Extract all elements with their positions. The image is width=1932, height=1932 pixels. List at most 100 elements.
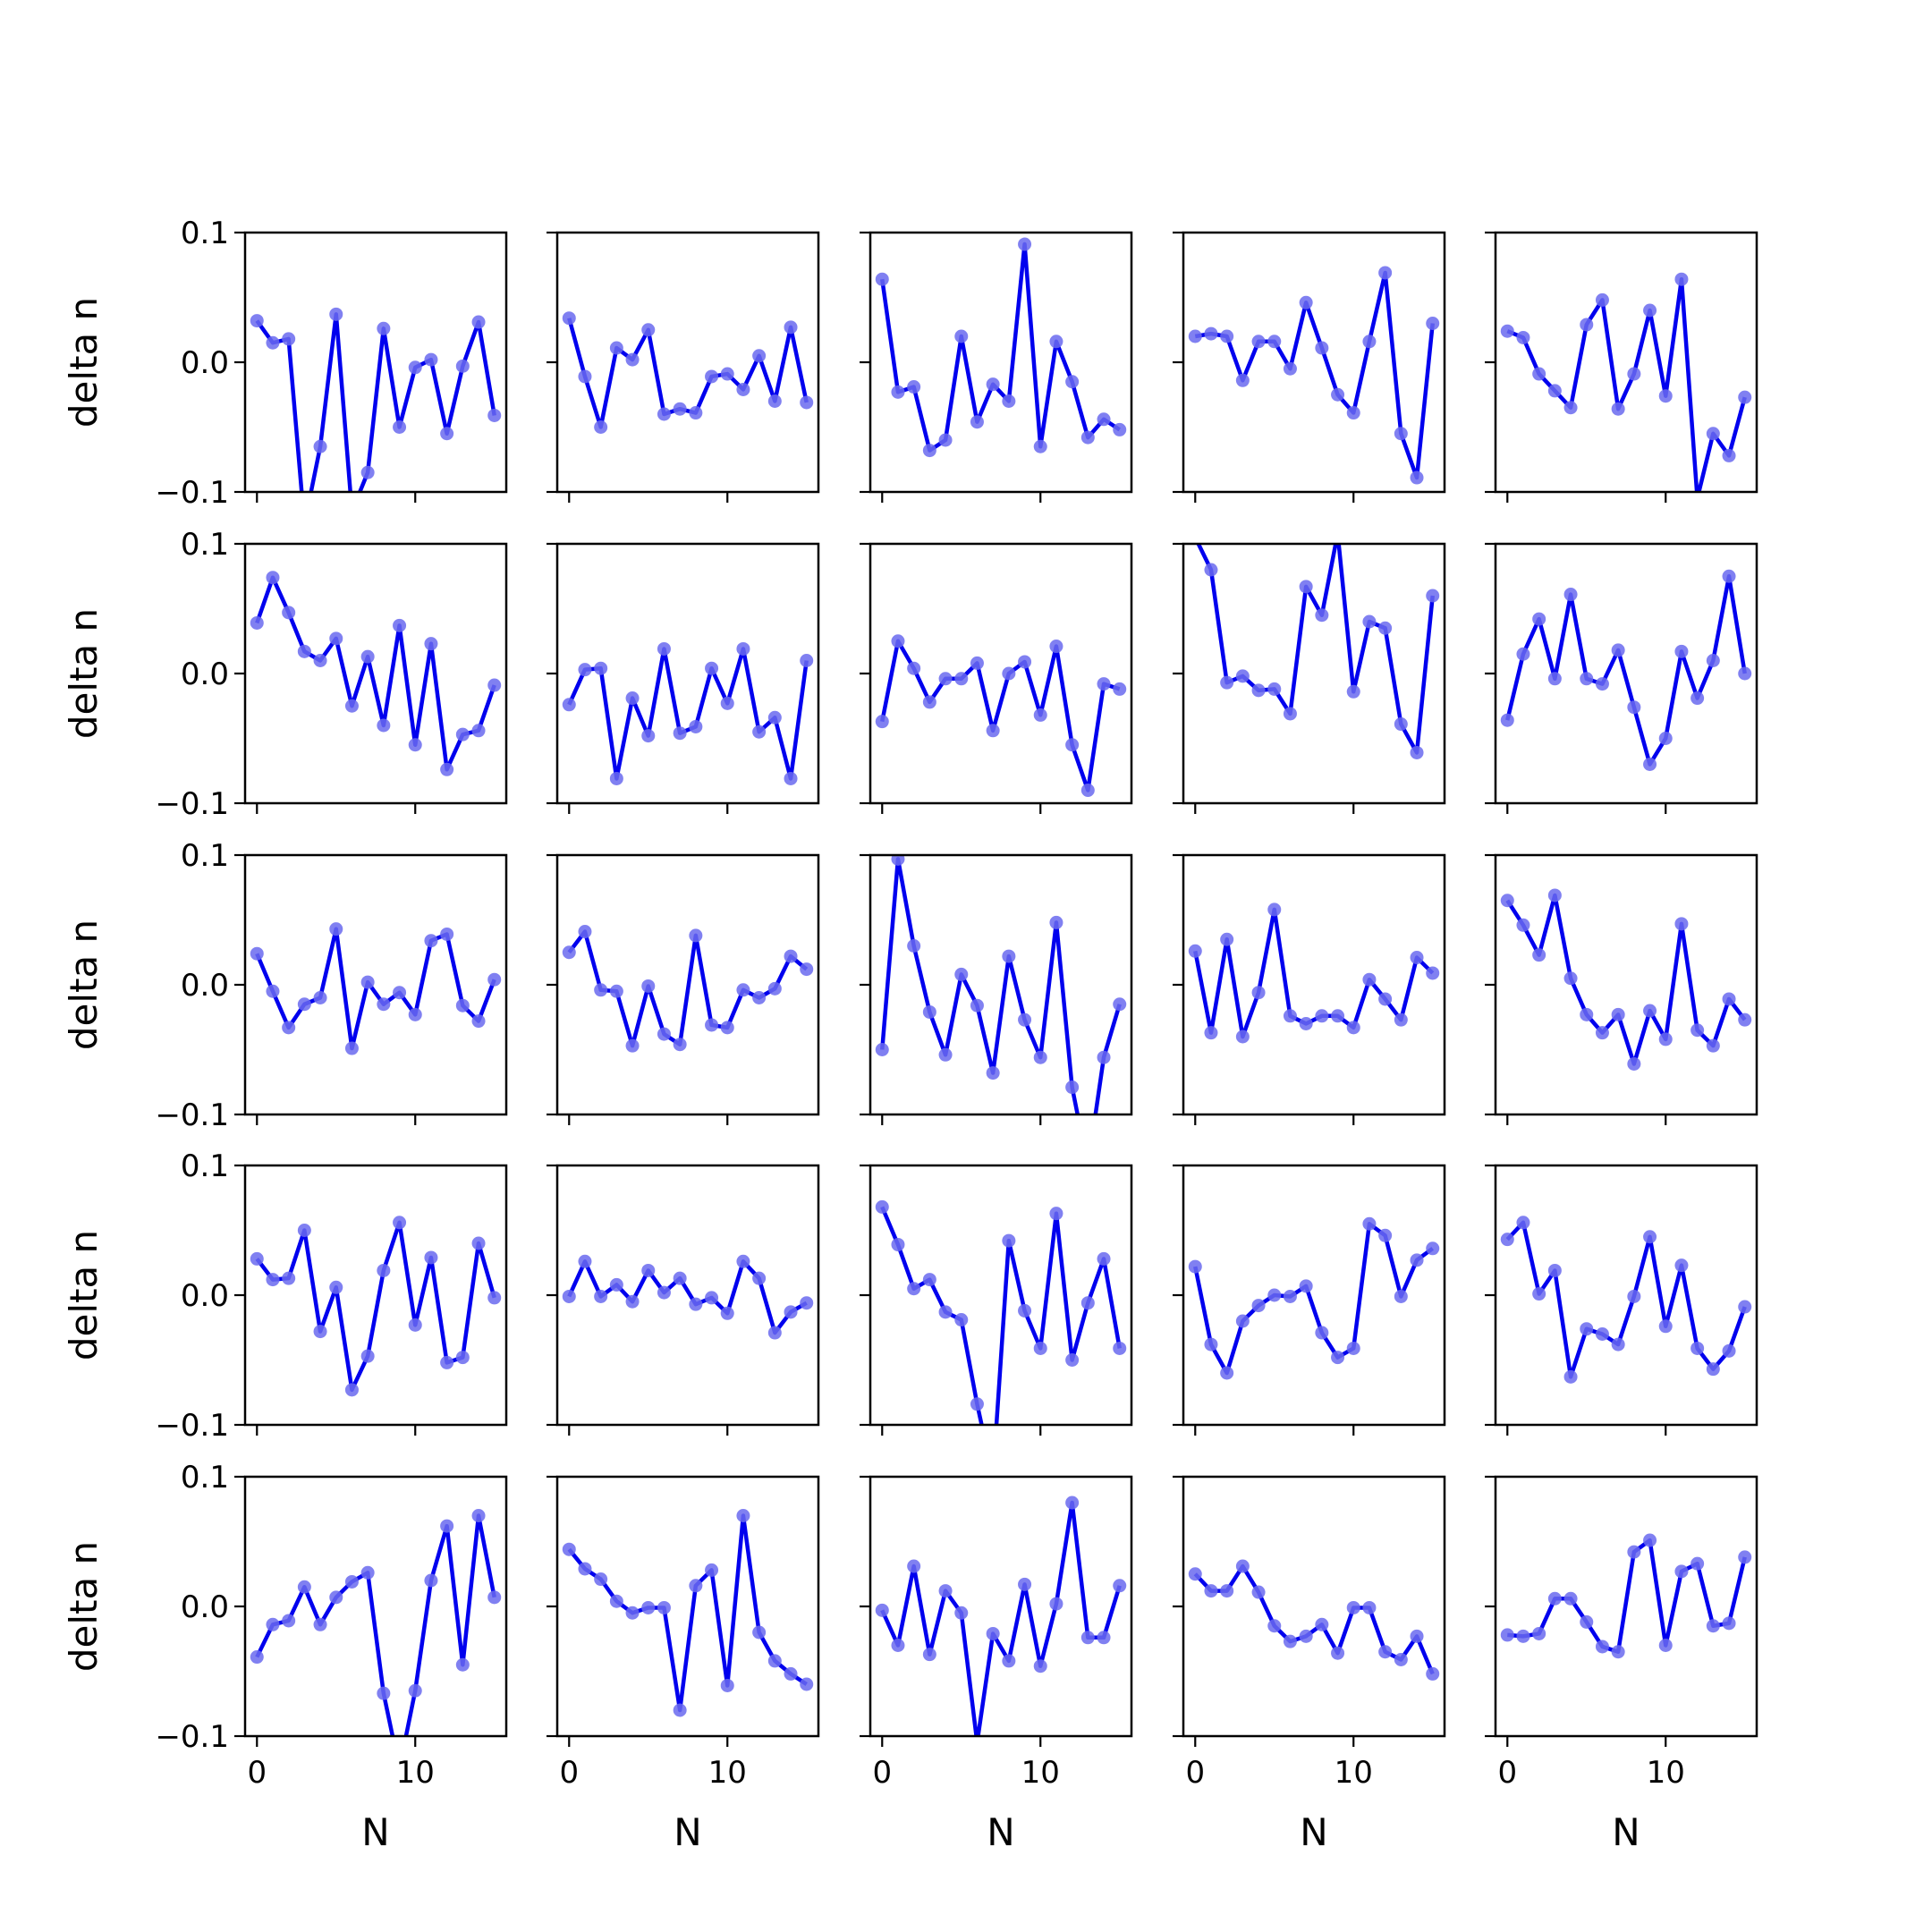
data-point [1002,1233,1016,1248]
data-point [282,1271,296,1285]
subplot-r4-c1: −0.1 0.0 0.1 delta n [62,1148,508,1444]
data-point [1627,1289,1641,1303]
data-point [784,1305,798,1319]
data-point [1097,677,1111,691]
data-point [1722,448,1736,462]
data-point [1410,745,1424,759]
data-point [705,1291,719,1305]
x-tick-label: 0 [247,1755,267,1791]
y-tick-label: 0.1 [181,1148,229,1184]
data-point [1362,614,1377,629]
data-point [1674,1564,1689,1579]
data-point [594,1572,608,1587]
x-axis-label: N [1612,1810,1640,1854]
data-point [313,1617,327,1631]
data-point [752,349,767,363]
data-point [1563,971,1578,986]
data-point [1065,738,1080,752]
subplot-r2-c2 [547,542,820,814]
data-point [1018,1013,1032,1027]
x-axis-label: N [674,1810,701,1854]
data-point [377,1686,391,1700]
plot-area [250,307,502,492]
subplot-r5-c5: 0 10N [1485,1475,1758,1854]
data-point [1362,1600,1377,1614]
data-point [1516,918,1530,932]
data-point [1563,1591,1578,1606]
data-point [673,1271,687,1285]
data-point [705,1563,719,1577]
data-point [282,1614,296,1628]
series-line [1507,1538,1747,1654]
data-point [1220,329,1234,343]
data-point [1722,1343,1736,1358]
data-point [1378,266,1393,280]
data-point [891,855,905,866]
data-point [1658,389,1673,403]
data-point [720,1021,734,1035]
data-point [625,352,640,367]
data-point [1033,1659,1047,1674]
data-point [922,695,936,709]
data-point [1580,672,1594,686]
data-point [1563,401,1578,415]
subplot-r4-c4 [1173,1164,1446,1436]
data-point [329,1590,343,1605]
subplot-r3-c5 [1485,853,1758,1125]
data-point [487,1590,502,1605]
data-point [1315,1009,1329,1023]
data-point [1611,643,1625,657]
series-line [255,312,496,492]
data-point [344,1041,359,1055]
data-point [1283,1009,1297,1023]
plot-area [1500,272,1752,492]
data-point [1235,1030,1250,1044]
data-point [1410,1629,1424,1643]
plot-area [250,922,502,1055]
subplot-r5-c3: 0 10N [860,1475,1133,1854]
x-axis-label: N [361,1810,389,1854]
data-point [1267,902,1282,917]
series-line [255,927,496,1051]
data-point [1500,713,1514,727]
series-line [880,242,1121,453]
data-point [393,618,407,632]
data-point [736,1509,750,1522]
data-point [1315,1326,1329,1340]
data-point [784,949,798,963]
plot-area [875,1199,1127,1425]
series-line [1193,1563,1435,1675]
data-point [1516,1216,1530,1230]
subplot-r3-c1: −0.1 0.0 0.1 delta n [62,838,508,1133]
data-point [875,1603,889,1617]
data-point [1033,1050,1047,1064]
series-line [880,639,1121,792]
subplot-r3-c3 [860,853,1133,1125]
y-tick-label: −0.1 [155,1408,229,1444]
data-point [1643,303,1657,318]
data-point [1251,986,1266,1000]
data-point [1580,1322,1594,1336]
data-point [1251,683,1266,698]
series-line [1506,276,1747,492]
panels-layer: −0.1 0.0 0.1 delta n −0.1 0.0 0.1 delta n −0.1 0.… [62,216,1758,1854]
data-point [594,1289,608,1303]
data-point [954,967,969,981]
data-point [1204,1584,1218,1598]
data-point [377,321,391,335]
x-axis-label: N [987,1810,1014,1854]
data-point [625,1294,640,1309]
data-point [487,408,502,422]
subplot-r2-c5 [1485,542,1758,814]
data-point [440,1355,454,1369]
plot-area [250,1216,502,1397]
data-point [1002,666,1016,681]
series-line [880,1206,1122,1425]
data-point [673,726,687,741]
data-point [266,1617,280,1631]
data-point [562,698,576,712]
data-point [752,991,767,1004]
data-point [329,307,343,321]
data-point [313,991,327,1004]
data-point [1595,1327,1609,1341]
